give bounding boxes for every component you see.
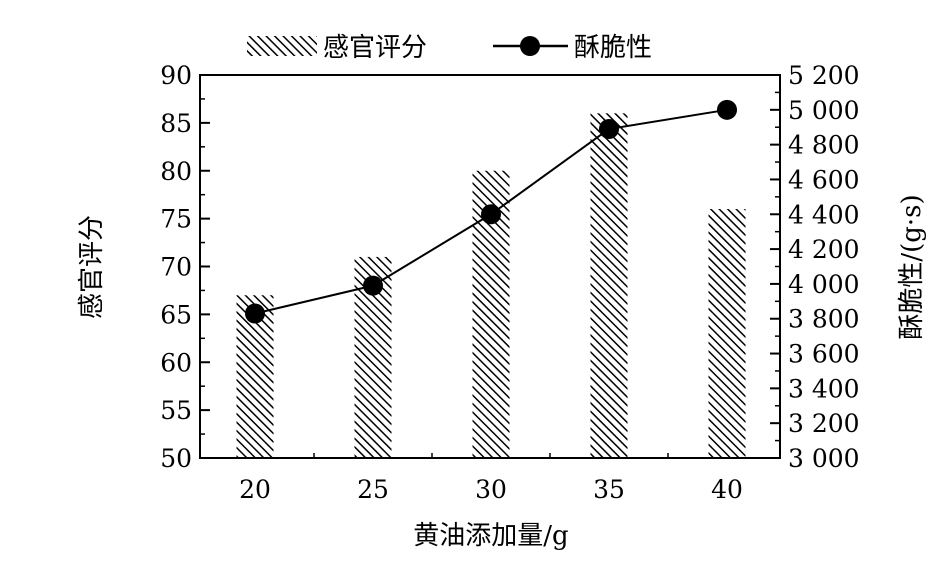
legend-line-marker (520, 36, 540, 56)
legend: 感官评分 酥脆性 (247, 33, 652, 63)
line-point (245, 303, 265, 324)
plot-frame (199, 74, 781, 459)
y2-tick-label: 3 000 (788, 444, 860, 473)
y-tick-label: 50 (160, 444, 192, 473)
y-tick-label: 55 (160, 396, 192, 425)
legend-line-label: 酥脆性 (574, 33, 652, 63)
x-axis-ticks: 20 25 30 35 40 (239, 448, 743, 504)
x-tick-label: 25 (357, 475, 389, 504)
y2-tick-label: 3 600 (788, 340, 860, 369)
y-tick-label: 80 (160, 157, 192, 186)
bar (708, 209, 746, 458)
y2-tick-label: 4 000 (788, 270, 860, 299)
line-series (245, 99, 737, 324)
y2-tick-label: 3 800 (788, 305, 860, 334)
y-tick-label: 70 (160, 253, 192, 282)
y2-tick-label: 3 400 (788, 374, 860, 403)
y2-tick-label: 3 200 (788, 409, 860, 438)
y2-tick-label: 5 000 (788, 96, 860, 125)
bar-series (236, 113, 746, 459)
x-axis-title: 黄油添加量/g (413, 521, 568, 551)
y2-axis-title: 酥脆性/(g·s) (897, 194, 927, 339)
legend-bar-label: 感官评分 (323, 33, 427, 63)
bar (590, 113, 628, 459)
y-tick-label: 90 (160, 61, 192, 90)
y-tick-label: 75 (160, 205, 192, 234)
legend-bar-swatch (247, 36, 317, 56)
line-point (717, 99, 737, 120)
y2-tick-label: 4 400 (788, 200, 860, 229)
y-tick-label: 65 (160, 300, 192, 329)
y-axis-ticks: 50 55 60 65 70 75 80 85 90 (160, 61, 210, 473)
y-tick-label: 85 (160, 109, 192, 138)
x-tick-label: 40 (711, 475, 743, 504)
y2-tick-label: 4 200 (788, 235, 860, 264)
y-axis-title: 感官评分 (77, 215, 107, 319)
line-point (363, 275, 383, 296)
line-point (599, 118, 619, 139)
y-tick-label: 60 (160, 348, 192, 377)
line-point (481, 204, 501, 225)
x-tick-label: 20 (239, 475, 271, 504)
y2-tick-label: 4 800 (788, 131, 860, 160)
x-tick-label: 35 (593, 475, 625, 504)
x-tick-label: 30 (475, 475, 507, 504)
y2-axis-ticks: 3 000 3 200 3 400 3 600 3 800 4 000 4 200 4 400… (770, 61, 860, 473)
y2-tick-label: 5 200 (788, 61, 860, 90)
y2-tick-label: 4 600 (788, 165, 860, 194)
